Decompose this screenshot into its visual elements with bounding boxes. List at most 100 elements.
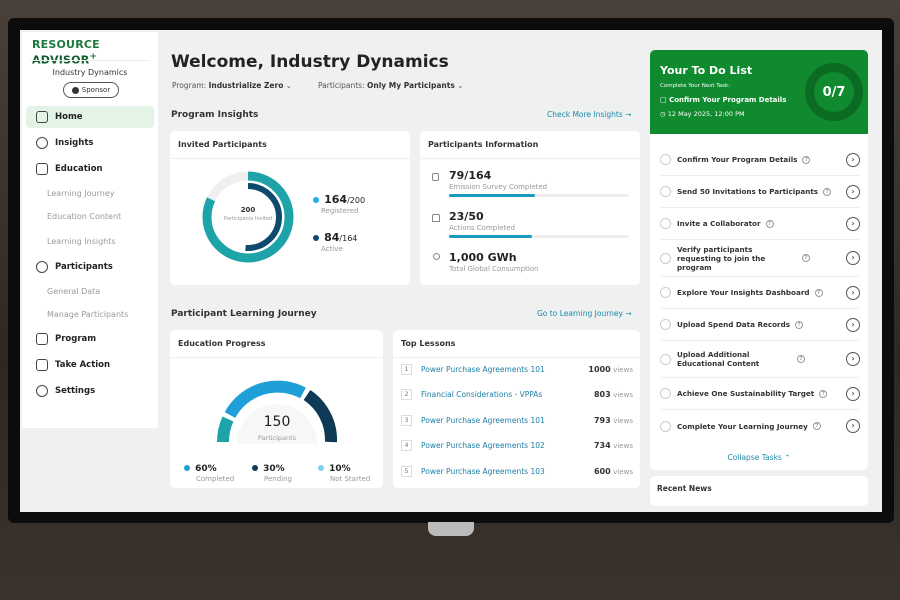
actions-progress-bar (449, 235, 532, 238)
help-icon[interactable]: ? (812, 422, 821, 430)
todo-title: Your To Do List (660, 64, 753, 77)
task-item[interactable]: Verify participants requesting to join t… (660, 240, 860, 277)
go-to-learning-journey-link[interactable]: Go to Learning Journey → (537, 309, 632, 318)
sidebar-item-take-action[interactable]: Take Action (26, 354, 154, 376)
program-filter[interactable]: Program: Industrialize Zero ⌄ (172, 81, 293, 90)
chevron-right-icon[interactable]: › (846, 419, 860, 433)
sidebar-item-program[interactable]: Program (26, 328, 154, 350)
sidebar-item-participants[interactable]: Participants (26, 256, 154, 278)
help-icon[interactable]: ? (765, 219, 774, 228)
help-icon[interactable]: ? (802, 254, 810, 262)
checkbox[interactable] (660, 287, 671, 298)
checkbox[interactable] (660, 186, 671, 197)
task-item[interactable]: Send 50 Invitations to Participants? › (660, 176, 860, 208)
registered-stat: 164/200 Registered (313, 188, 365, 215)
lesson-row[interactable]: 1 Power Purchase Agreements 101 1000 views (401, 364, 633, 375)
participants-info-card: Participants Information 79/164 Emission … (420, 131, 640, 285)
legend-not-started: 10% Not Started (318, 456, 370, 483)
task-item[interactable]: Explore Your Insights Dashboard? › (660, 277, 860, 309)
task-item[interactable]: Confirm Your Program Details? › (660, 144, 860, 176)
program-insights-title: Program Insights (171, 110, 259, 120)
chevron-down-icon: ⌄ (285, 81, 293, 90)
sidebar: RESOURCE ADVISOR+ Industry Dynamics Spon… (22, 32, 158, 428)
arrow-right-icon: → (625, 110, 632, 119)
clock-icon: ◷ (660, 110, 666, 118)
help-icon[interactable]: ? (797, 355, 805, 363)
checkbox[interactable] (660, 420, 671, 432)
sidebar-item-manage-participants[interactable]: Manage Participants (47, 310, 129, 319)
chevron-right-icon[interactable]: › (846, 184, 860, 199)
checkbox[interactable] (660, 218, 671, 229)
help-icon[interactable]: ? (795, 320, 804, 329)
checkbox[interactable] (660, 252, 671, 264)
chevron-right-icon[interactable]: › (846, 152, 860, 167)
sidebar-item-settings[interactable]: Settings (26, 380, 154, 402)
recent-news-title: Recent News (657, 484, 712, 493)
card-title: Participants Information (420, 131, 640, 159)
checkbox[interactable] (660, 319, 671, 330)
help-icon[interactable]: ? (819, 389, 828, 398)
sidebar-item-learning-journey[interactable]: Learning Journey (47, 189, 115, 198)
role-badge[interactable]: Sponsor (63, 82, 119, 98)
sidebar-item-home[interactable]: Home (26, 106, 154, 128)
gauge-center-label: Participants (257, 434, 297, 442)
sidebar-item-general-data[interactable]: General Data (47, 287, 101, 296)
info-item-actions: 23/50 Actions Completed (449, 205, 629, 238)
action-icon (36, 359, 48, 371)
invited-donut (202, 171, 294, 263)
card-title: Invited Participants (170, 131, 410, 159)
lesson-row[interactable]: 5 Power Purchase Agreements 103 600 views (401, 466, 633, 477)
org-name: Industry Dynamics (52, 68, 128, 77)
active-stat: 84/164 Active (313, 226, 357, 253)
lightbulb-icon (433, 253, 440, 260)
recent-news-card: Recent News (650, 476, 868, 506)
checkbox[interactable] (660, 353, 671, 365)
lesson-row[interactable]: 2 Financial Considerations - VPPAs 803 vie… (401, 389, 633, 400)
clipboard-icon: □ (660, 96, 667, 104)
lesson-row[interactable]: 3 Power Purchase Agreements 101 793 views (401, 415, 633, 426)
help-icon[interactable]: ? (802, 155, 811, 164)
page-title: Welcome, Industry Dynamics (171, 52, 449, 72)
task-item[interactable]: Invite a Collaborator? › (660, 208, 860, 240)
checkbox[interactable] (660, 388, 671, 399)
participants-filter[interactable]: Participants: Only My Participants ⌄ (318, 81, 464, 90)
todo-header: Your To Do List Complete Your Next Task:… (650, 50, 868, 134)
chevron-right-icon[interactable]: › (846, 352, 860, 366)
next-task-label: Complete Your Next Task: (660, 83, 731, 89)
education-progress-card: Education Progress 150 Participants 60% C… (170, 330, 383, 488)
task-item[interactable]: Complete Your Learning Journey? › (660, 410, 860, 442)
chart-icon (36, 137, 48, 149)
sidebar-item-education[interactable]: Education (26, 158, 154, 180)
survey-icon (432, 173, 439, 181)
todo-list: Confirm Your Program Details? › Send 50 I… (650, 134, 868, 470)
sidebar-item-learning-insights[interactable]: Learning Insights (47, 237, 116, 246)
actions-icon (432, 214, 440, 222)
due-date: ◷ 12 May 2025, 12:00 PM (660, 110, 745, 118)
help-icon[interactable]: ? (823, 187, 832, 196)
lesson-row[interactable]: 4 Power Purchase Agreements 102 734 views (401, 440, 633, 451)
chevron-right-icon[interactable]: › (846, 216, 860, 231)
next-task-link[interactable]: □ Confirm Your Program Details (660, 96, 787, 104)
chevron-right-icon[interactable]: › (846, 386, 860, 401)
gauge-completed-segment (224, 380, 306, 419)
collapse-tasks-button[interactable]: Collapse Tasks ⌃ (727, 453, 791, 462)
sidebar-item-insights[interactable]: Insights (26, 132, 154, 154)
task-item[interactable]: Achieve One Sustainability Target? › (660, 378, 860, 410)
donut-center-label: Participants Invited (223, 216, 273, 222)
list-icon (36, 333, 48, 345)
task-item[interactable]: Upload Spend Data Records? › (660, 309, 860, 341)
book-icon (36, 163, 48, 175)
check-more-insights-link[interactable]: Check More Insights → (547, 110, 632, 119)
chevron-right-icon[interactable]: › (846, 285, 860, 300)
checkbox[interactable] (660, 154, 671, 165)
todo-progress-ring: 0/7 (805, 63, 863, 121)
sidebar-item-education-content[interactable]: Education Content (47, 212, 122, 221)
chevron-right-icon[interactable]: › (846, 251, 860, 265)
chevron-right-icon[interactable]: › (846, 317, 860, 332)
top-lessons-card: Top Lessons 1 Power Purchase Agreements 1… (393, 330, 640, 488)
task-item[interactable]: Upload Additional Educational Content? › (660, 341, 860, 378)
help-icon[interactable]: ? (814, 288, 823, 297)
legend-pending: 30% Pending (252, 456, 292, 483)
home-icon (36, 111, 48, 123)
arrow-right-icon: → (625, 309, 632, 318)
